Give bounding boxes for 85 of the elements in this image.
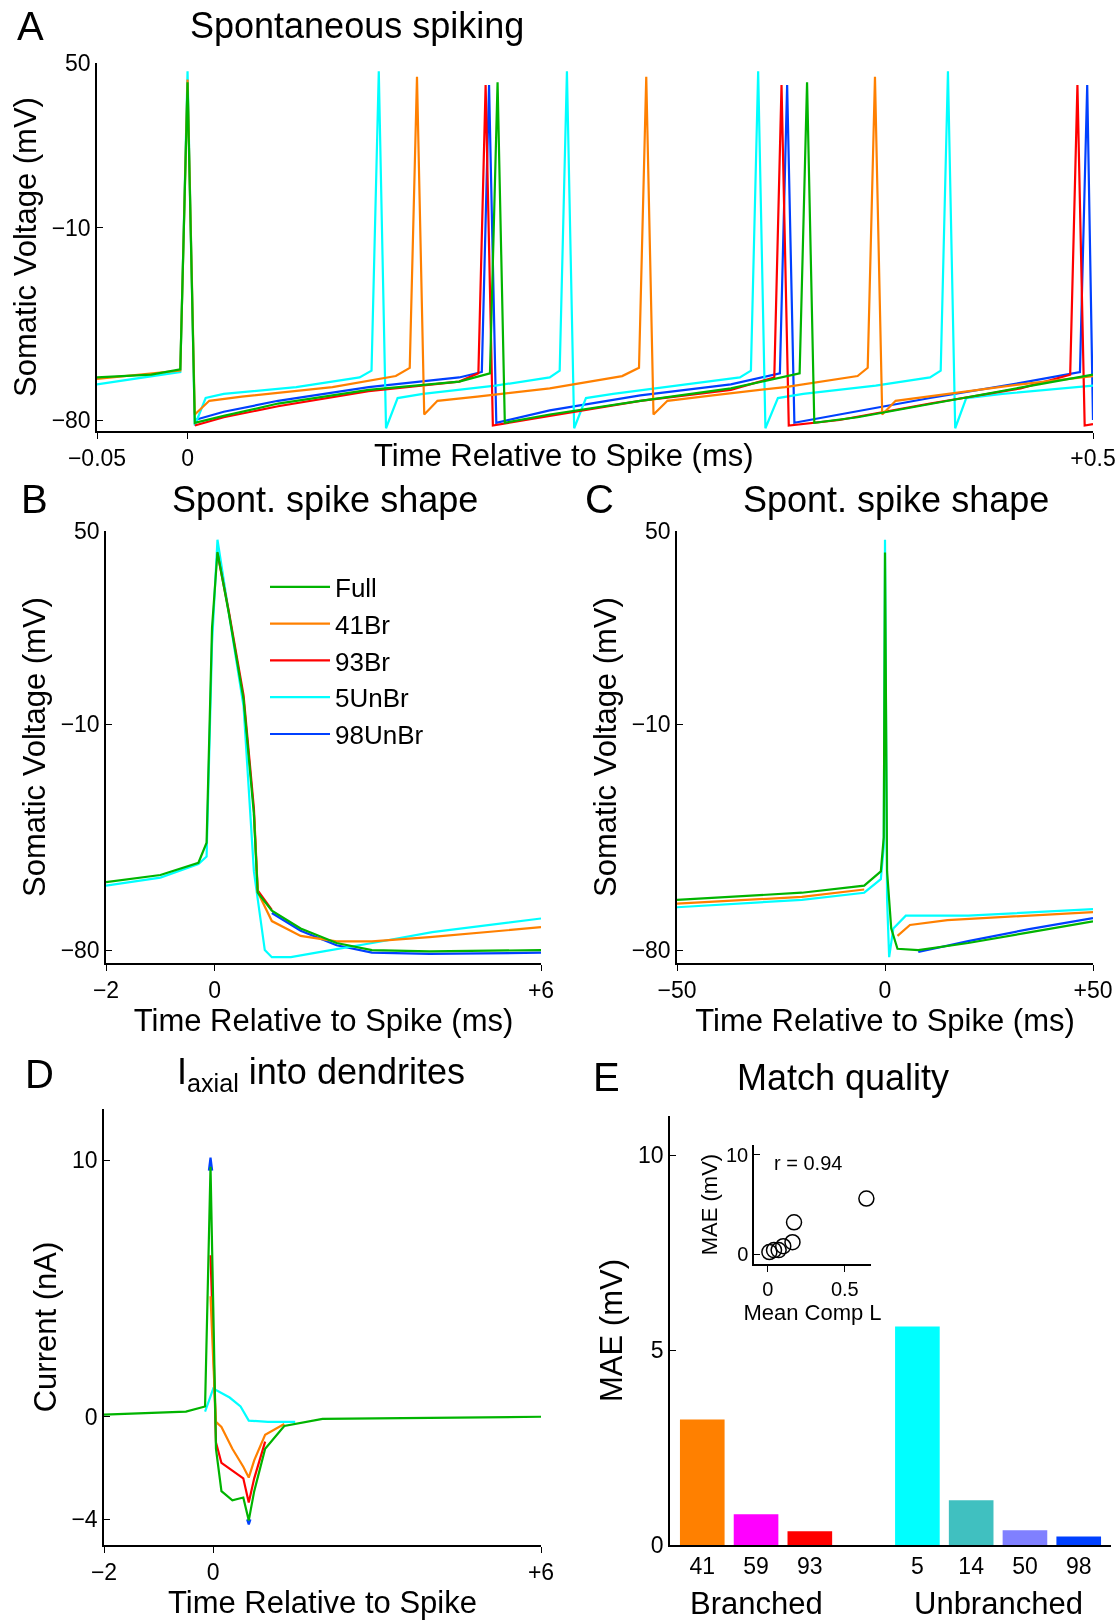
- bar: [1056, 1536, 1102, 1545]
- y-tick-label: −4: [71, 1506, 98, 1533]
- point: [858, 1190, 875, 1207]
- chart-title: I$_{axial}$ into dendrites: [177, 1051, 465, 1097]
- y-tick-label: 10: [72, 1147, 98, 1174]
- x-tick-label: −2: [90, 1559, 118, 1586]
- x-axis-title: Time Relative to Spike: [168, 1585, 477, 1621]
- x-tick-label: 5: [910, 1553, 924, 1580]
- point: [761, 1243, 778, 1261]
- text: E: [593, 1055, 620, 1099]
- x-tick-label: 93: [797, 1553, 823, 1580]
- x-tick-label: −0.05: [67, 445, 127, 472]
- point: [775, 1237, 792, 1255]
- point: [784, 1233, 801, 1251]
- bar: [948, 1500, 994, 1545]
- legend-label: 93Br: [335, 646, 391, 677]
- x-tick-label: +0.5: [1070, 445, 1116, 472]
- x-tick-label: −50: [657, 977, 697, 1004]
- y-tick-label: 50: [74, 518, 100, 545]
- text: D: [25, 1052, 54, 1096]
- y-tick-label: −80: [60, 937, 100, 964]
- y-axis-title: MAE (mV): [697, 1153, 723, 1256]
- x-tick-label: 41: [689, 1553, 716, 1580]
- point: [770, 1241, 787, 1259]
- y-tick-label: 0: [84, 1403, 98, 1430]
- text: B: [21, 477, 48, 521]
- line-series: [104, 1165, 541, 1522]
- x-tick-label: 14: [958, 1553, 985, 1580]
- annotation: r = 0.94: [774, 1152, 843, 1174]
- y-tick-label: −80: [51, 407, 91, 434]
- x-axis-title: Time Relative to Spike (ms): [374, 438, 754, 473]
- y-tick-label: 10: [726, 1143, 749, 1166]
- x-tick-label: −2: [92, 977, 120, 1004]
- chart-title: Spont. spike shape: [172, 479, 479, 520]
- x-tick-label: 0: [206, 1559, 220, 1586]
- bar: [679, 1419, 725, 1545]
- x-tick-label: 0: [878, 977, 892, 1004]
- y-axis-title: MAE (mV): [594, 1259, 630, 1402]
- x-tick-label: 98: [1065, 1553, 1092, 1580]
- x-tick-label: +6: [527, 977, 555, 1004]
- x-tick-label: 0: [208, 977, 222, 1004]
- line-series: [209, 1295, 286, 1479]
- legend-label: 5UnBr: [335, 683, 410, 714]
- point: [765, 1241, 783, 1259]
- text: A: [17, 4, 44, 48]
- legend-label: 98UnBr: [335, 720, 424, 751]
- line-series: [917, 917, 1093, 954]
- y-tick-label: 10: [638, 1142, 664, 1169]
- bar: [787, 1531, 833, 1545]
- line-series: [270, 911, 541, 956]
- y-axis-title: Somatic Voltage (mV): [7, 97, 43, 397]
- y-tick-label: −10: [51, 214, 91, 241]
- chart-title: Spontaneous spiking: [190, 5, 525, 46]
- bar: [733, 1514, 779, 1545]
- line-series: [203, 1387, 297, 1423]
- text: Unbranched: [914, 1586, 1083, 1621]
- x-tick-label: 0.5: [830, 1277, 859, 1300]
- y-tick-label: −80: [631, 937, 671, 964]
- y-tick-label: −10: [631, 711, 671, 738]
- x-tick-label: +6: [527, 1559, 555, 1586]
- text: C: [585, 477, 614, 521]
- y-tick-label: 0: [650, 1532, 664, 1559]
- bar: [895, 1326, 940, 1545]
- y-axis-title: Current (nA): [27, 1241, 63, 1413]
- bar: [1002, 1530, 1048, 1545]
- x-tick-label: 0: [181, 445, 194, 472]
- y-tick-label: 50: [65, 50, 91, 77]
- x-tick-label: 50: [1012, 1553, 1038, 1580]
- line-series: [896, 910, 1093, 938]
- legend-label: 41Br: [335, 609, 391, 640]
- chart-title: Match quality: [737, 1057, 950, 1098]
- y-tick-label: 5: [650, 1337, 664, 1364]
- y-axis-title: Somatic Voltage (mV): [587, 597, 623, 897]
- legend-label: Full: [335, 572, 377, 603]
- y-axis-title: Somatic Voltage (mV): [16, 597, 52, 897]
- x-axis-title: Time Relative to Spike (ms): [133, 1003, 514, 1039]
- x-tick-label: +50: [1073, 977, 1113, 1004]
- chart-title: Spont. spike shape: [743, 479, 1050, 520]
- y-tick-label: −10: [60, 711, 100, 738]
- x-axis-title: Mean Comp L: [743, 1299, 882, 1325]
- x-axis-title: Time Relative to Spike (ms): [695, 1003, 1075, 1039]
- text: Branched: [690, 1586, 823, 1621]
- x-tick-label: 59: [743, 1553, 769, 1580]
- point: [785, 1214, 803, 1231]
- y-tick-label: 50: [645, 518, 671, 545]
